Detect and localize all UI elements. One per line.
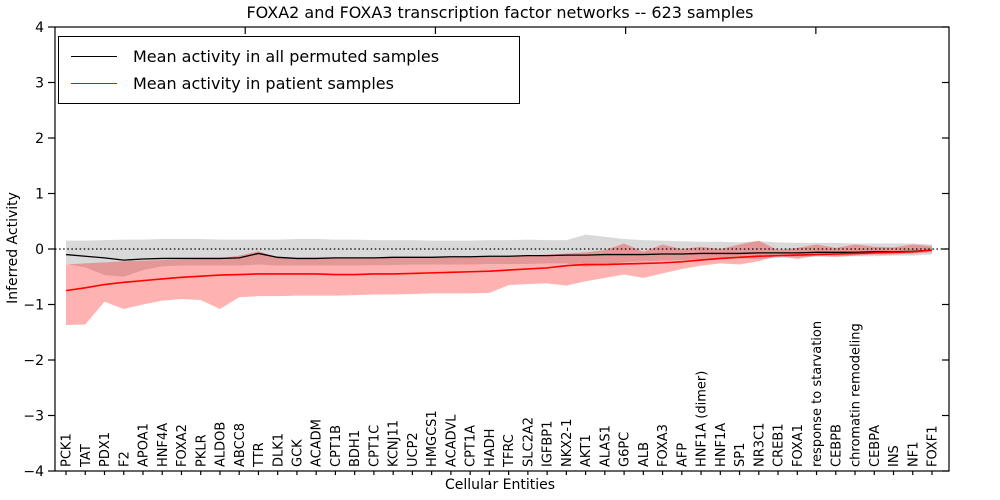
x-tick-label: FOXA1: [791, 424, 806, 467]
x-tick-label: response to starvation: [810, 321, 825, 467]
x-tick-label: NKX2-1: [560, 419, 575, 467]
x-tick-label: ALAS1: [598, 425, 613, 467]
x-tick-label: ABCC8: [233, 423, 248, 467]
x-tick-label: HMGCS1: [425, 410, 440, 467]
legend-label-permuted: Mean activity in all permuted samples: [133, 47, 440, 66]
series-lines: [65, 249, 933, 292]
x-tick-label: AKT1: [579, 434, 594, 467]
x-tick-label: GCK: [290, 439, 305, 467]
legend-item-patient: Mean activity in patient samples: [71, 70, 511, 97]
x-tick-label: TAT: [79, 444, 94, 468]
legend-item-permuted: Mean activity in all permuted samples: [71, 43, 511, 70]
x-tick-label: HNF1A: [714, 423, 729, 467]
x-tick-label: PDX1: [98, 432, 113, 467]
x-tick-label: ALB: [637, 442, 652, 467]
x-tick-label: IGFBP1: [541, 421, 556, 467]
legend-line-sample-black-icon: [71, 56, 117, 57]
x-tick-label: APOA1: [137, 423, 152, 467]
x-tick-label: CPT1C: [367, 425, 382, 467]
x-tick-label: NR3C1: [752, 423, 767, 467]
x-tick-label: ACADVL: [444, 414, 459, 467]
x-tick-label: F2: [117, 451, 132, 467]
x-tick-label: PCK1: [60, 433, 75, 467]
y-tick-label: 1: [35, 186, 44, 202]
x-tick-label: PKLR: [194, 434, 209, 467]
x-tick-labels: PCK1 TAT PDX1 F2 APOA1 HNF4A FOXA2 PKLR ALDOB ABC…: [60, 321, 941, 468]
x-tick-label: SP1: [733, 443, 748, 467]
x-tick-label: TFRC: [502, 434, 517, 468]
x-tick-label: BDH1: [348, 430, 363, 467]
y-axis-label: Inferred Activity: [5, 192, 21, 304]
x-tick-label: TTR: [252, 442, 267, 468]
x-tick-label: CPT1B: [329, 425, 344, 467]
x-tick-label: FOXA3: [656, 424, 671, 467]
axis-ticks: [48, 26, 949, 475]
mean-line-patient: [65, 249, 933, 292]
y-tick-label: 2: [35, 131, 44, 147]
y-tick-label: 4: [35, 20, 44, 36]
y-tick-labels: −4 −3 −2 −1 0 1 2 3 4: [23, 20, 44, 480]
x-tick-label: CPT1A: [464, 425, 479, 467]
confidence-bands: [66, 234, 932, 326]
x-tick-label: NF1: [906, 442, 921, 467]
x-tick-label: DLK1: [271, 433, 286, 467]
y-tick-label: −3: [23, 408, 44, 424]
x-tick-label: SLC2A2: [521, 417, 536, 467]
legend: Mean activity in all permuted samples Me…: [58, 36, 520, 104]
x-axis-label: Cellular Entities: [444, 477, 556, 493]
x-tick-label: ACADM: [310, 419, 325, 467]
x-tick-label: CEBPB: [829, 424, 844, 467]
band-patient: [66, 240, 932, 326]
x-tick-label: CREB1: [772, 423, 787, 467]
y-tick-label: −2: [23, 353, 44, 369]
legend-line-sample-red-icon: [71, 83, 117, 84]
x-tick-label: FOXF1: [926, 425, 941, 467]
x-tick-label: CEBPA: [868, 425, 883, 467]
y-tick-label: −1: [23, 297, 44, 313]
x-tick-label: INS: [887, 445, 902, 467]
x-tick-label: G6PC: [618, 432, 633, 467]
y-tick-label: 0: [35, 242, 44, 258]
x-tick-label: AFP: [675, 443, 690, 467]
x-tick-label: FOXA2: [175, 424, 190, 467]
x-tick-label: KCNJ11: [387, 420, 402, 467]
x-tick-label: HNF1A (dimer): [695, 371, 710, 467]
x-tick-label: HADH: [483, 429, 498, 467]
x-tick-label: chromatin remodeling: [849, 323, 864, 467]
y-tick-label: 3: [35, 75, 44, 91]
x-tick-label: ALDOB: [214, 422, 229, 467]
chart-title: FOXA2 and FOXA3 transcription factor net…: [246, 3, 754, 22]
legend-label-patient: Mean activity in patient samples: [133, 74, 394, 93]
x-tick-label: HNF4A: [156, 423, 171, 467]
mean-line-permuted: [65, 249, 933, 261]
x-tick-label: UCP2: [406, 432, 421, 467]
y-tick-label: −4: [23, 464, 44, 480]
